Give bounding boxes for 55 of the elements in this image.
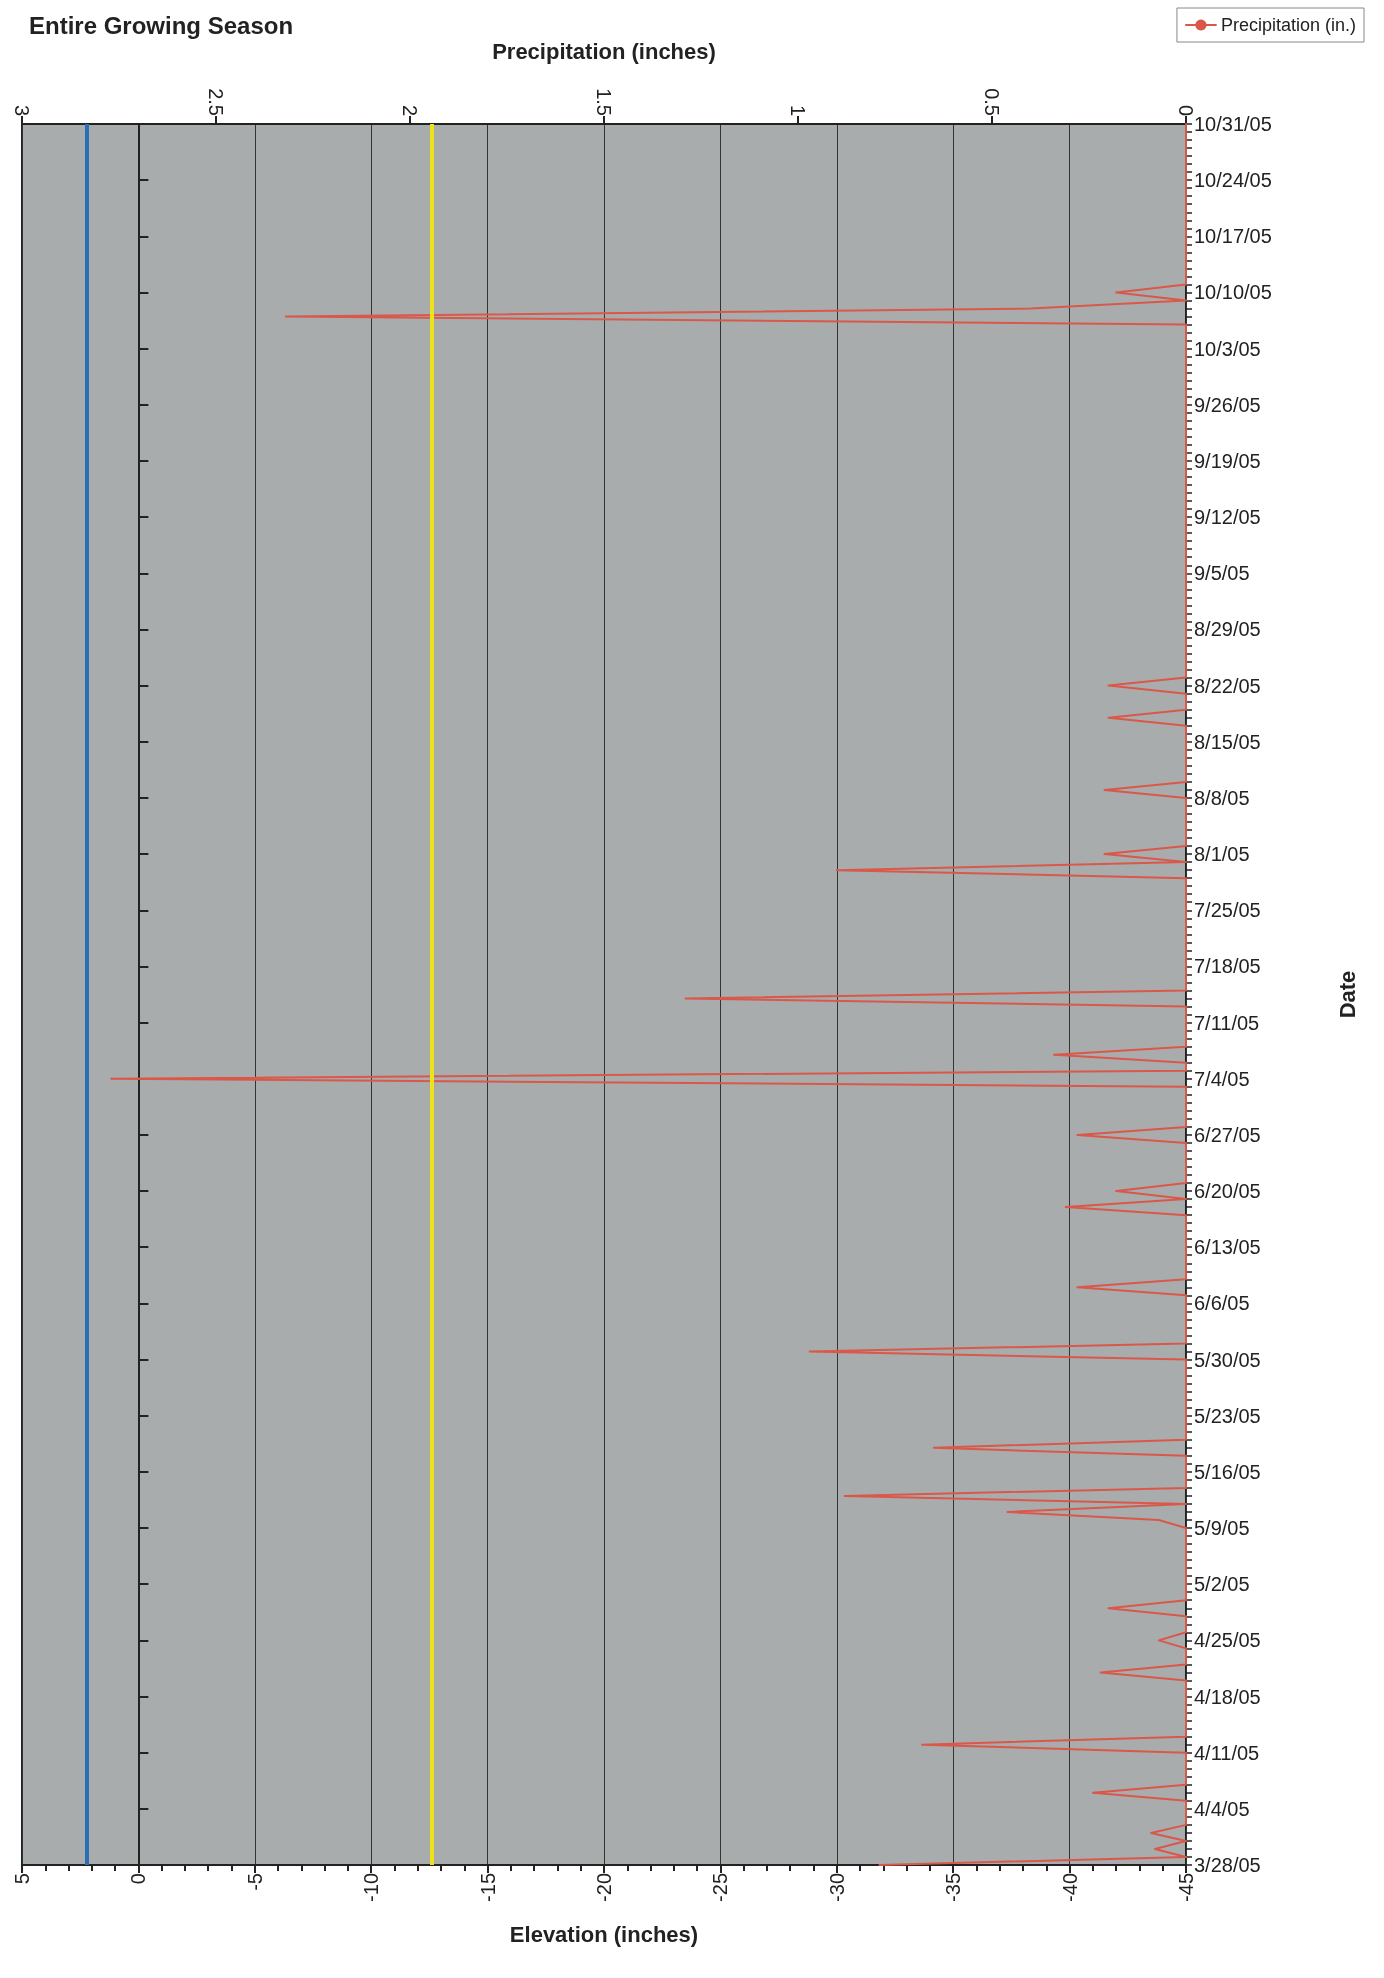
- y-tick-label: 6/27/05: [1194, 1123, 1261, 1146]
- y-tick-label: 8/22/05: [1194, 674, 1261, 697]
- x-tick-label: 0: [127, 1873, 150, 1885]
- y-tick-label: 7/11/05: [1194, 1011, 1260, 1034]
- y-tick-label: 7/4/05: [1194, 1067, 1250, 1090]
- y-tick-label: 9/12/05: [1194, 506, 1261, 529]
- chart-title: Entire Growing Season: [29, 11, 294, 39]
- y-tick-label: 5/2/05: [1194, 1573, 1250, 1596]
- legend-label: Precipitation (in.): [1220, 15, 1357, 35]
- y-tick-label: 9/26/05: [1194, 393, 1261, 416]
- y-tick-label: 9/19/05: [1194, 449, 1261, 472]
- x-tick-label: -35: [942, 1873, 965, 1902]
- y-tick-label: 8/15/05: [1194, 730, 1261, 753]
- x2-tick-label: 2.5: [205, 88, 227, 116]
- x-tick-label: -20: [593, 1873, 615, 1902]
- x-axis-title: Elevation (inches): [509, 1921, 699, 1947]
- y-tick-label: 6/13/05: [1194, 1236, 1261, 1259]
- y-tick-label: 5/23/05: [1194, 1404, 1261, 1427]
- y-tick-label: 10/17/05: [1194, 225, 1272, 248]
- y-tick-label: 8/8/05: [1194, 786, 1250, 809]
- y-tick-label: 9/5/05: [1194, 562, 1250, 585]
- y-tick-label: 4/11/05: [1194, 1741, 1260, 1764]
- x-tick-label: -45: [1175, 1873, 1197, 1902]
- x-tick-label: -30: [825, 1873, 848, 1902]
- x-tick-label: -10: [360, 1873, 383, 1902]
- x2-tick-label: 2: [399, 104, 421, 116]
- y-tick-label: 5/9/05: [1194, 1517, 1250, 1540]
- y-tick-label: 8/29/05: [1194, 618, 1261, 641]
- y-tick-label: 5/30/05: [1194, 1348, 1261, 1371]
- y-tick-label: 4/4/05: [1194, 1797, 1250, 1820]
- x-tick-label: -25: [709, 1873, 732, 1902]
- y-axis-title: Date: [1334, 970, 1360, 1019]
- x-tick-label: -15: [476, 1873, 499, 1902]
- x2-axis-title: Precipitation (inches): [492, 38, 716, 64]
- y-tick-label: 6/20/05: [1194, 1180, 1261, 1203]
- y-tick-label: 10/24/05: [1194, 169, 1272, 192]
- x-tick-label: 5: [11, 1873, 33, 1885]
- y-tick-label: 5/16/05: [1194, 1460, 1261, 1483]
- x2-tick-label: 1: [787, 104, 809, 116]
- y-tick-label: 3/28/05: [1194, 1854, 1261, 1876]
- y-tick-label: 7/18/05: [1194, 955, 1261, 978]
- x-tick-label: -40: [1058, 1873, 1081, 1902]
- x2-tick-label: 3: [11, 104, 33, 116]
- y-tick-label: 4/18/05: [1194, 1685, 1261, 1708]
- y-tick-label: 4/25/05: [1194, 1629, 1261, 1652]
- x-tick-label: -5: [243, 1873, 266, 1891]
- x2-tick-label: 0: [1175, 104, 1197, 116]
- y-tick-label: 10/3/05: [1194, 337, 1261, 360]
- x2-tick-label: 1.5: [593, 88, 615, 116]
- y-tick-label: 7/25/05: [1194, 899, 1261, 922]
- x2-tick-label: 0.5: [981, 88, 1003, 116]
- y-tick-label: 10/10/05: [1194, 281, 1272, 304]
- y-tick-label: 10/31/05: [1194, 113, 1272, 135]
- y-tick-label: 8/1/05: [1194, 843, 1250, 866]
- y-tick-label: 6/6/05: [1194, 1292, 1250, 1315]
